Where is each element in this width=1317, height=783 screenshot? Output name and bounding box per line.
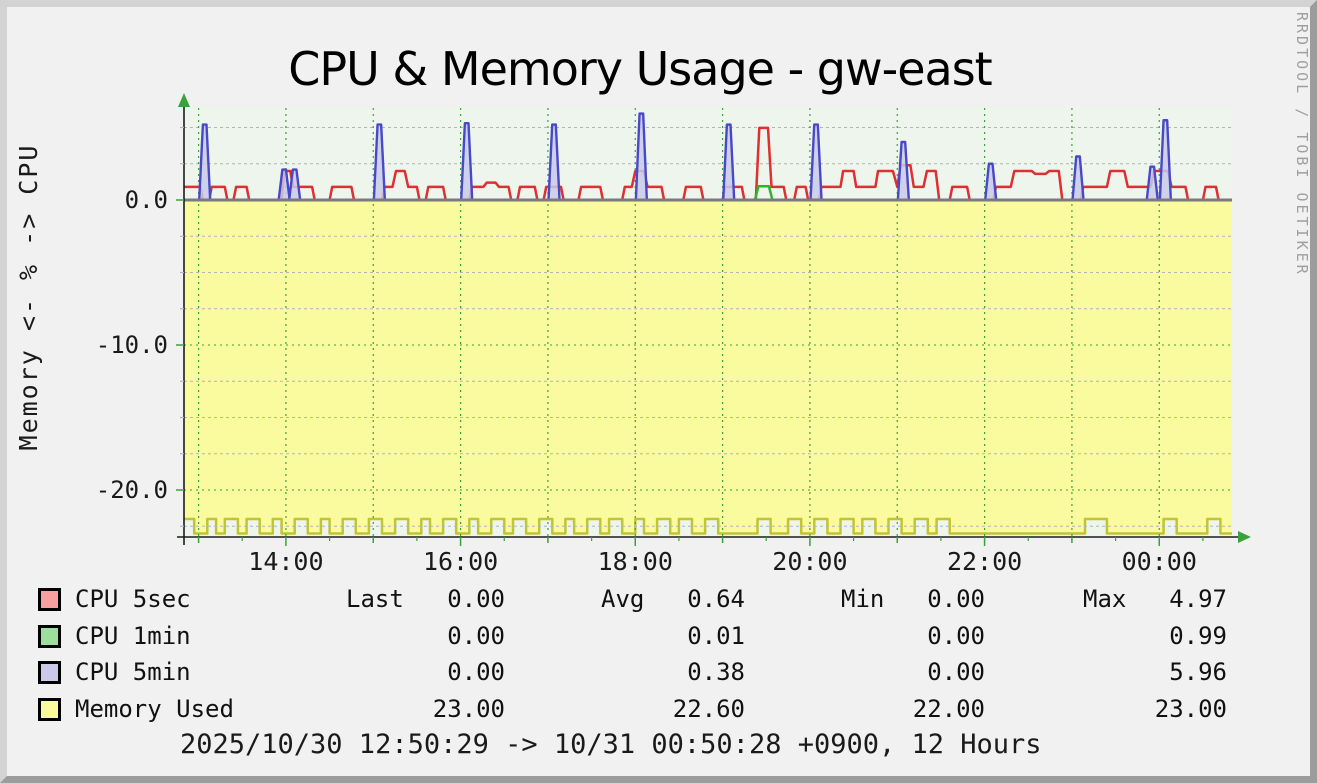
cpu-5min-area xyxy=(723,124,735,200)
x-axis-arrow xyxy=(1238,531,1251,543)
cpu-5min-area xyxy=(897,142,909,200)
cpu-5min-line xyxy=(1071,155,1085,201)
cpu-5min-area xyxy=(985,163,997,200)
cpu-5min-area xyxy=(1159,120,1171,200)
cpu-5min-line xyxy=(1145,165,1159,201)
x-tick-label: 00:00 xyxy=(1122,547,1197,576)
y-tick-label: -10.0 xyxy=(96,331,168,359)
legend-stat-value: 4.97 xyxy=(1169,585,1227,613)
x-tick-label: 18:00 xyxy=(598,547,673,576)
legend-stat-value: 0.99 xyxy=(1169,621,1227,650)
legend-row: CPU 5min 0.00 0.38 0.00 5.96 xyxy=(0,658,1317,690)
x-tick-label: 22:00 xyxy=(947,547,1022,576)
legend-swatch xyxy=(38,588,61,611)
plot-area: 14:00 16:00 18:00 20:00 22:00 00:00 0.0 -10.0 -2… xyxy=(96,93,1251,576)
x-tick-label: 14:00 xyxy=(248,547,323,576)
cpu-5min-area xyxy=(373,124,385,200)
legend-series-name: CPU 5sec xyxy=(75,585,191,613)
cpu-5min-line xyxy=(547,123,561,201)
legend-series-name: CPU 5min xyxy=(75,658,191,686)
legend-row: CPU 1min 0.00 0.01 0.00 0.99 xyxy=(0,622,1317,654)
legend-row: CPU 5sec Last 0.00 Avg 0.64 Min 0.00 Max 4.97 xyxy=(0,585,1317,617)
legend-stat-value: 0.00 xyxy=(447,585,505,613)
legend-stat-value: 0.38 xyxy=(687,658,745,686)
cpu-5min-line xyxy=(634,112,649,201)
x-tick-label: 16:00 xyxy=(423,547,498,576)
legend-swatch xyxy=(38,624,61,648)
cpu-5min-line xyxy=(896,140,911,201)
cpu-5min-line xyxy=(372,123,387,201)
legend: CPU 5sec Last 0.00 Avg 0.64 Min 0.00 Max 4.97 CPU… xyxy=(0,585,1317,735)
time-range-footer: 2025/10/30 12:50:29 -> 10/31 00:50:28 +0… xyxy=(180,729,1042,760)
legend-stat-value: 0.00 xyxy=(927,585,985,613)
cpu-5min-line xyxy=(984,162,998,201)
rrdtool-watermark: RRDTOOL / TOBI OETIKER xyxy=(1293,12,1311,277)
cpu-5min-area xyxy=(1146,166,1158,200)
legend-series-name: Memory Used xyxy=(75,694,234,723)
legend-stat-header: Max xyxy=(1083,585,1127,613)
cpu-5min-area xyxy=(461,123,473,200)
memory-area xyxy=(183,200,1233,534)
cpu-5min-line xyxy=(721,123,736,201)
chart-title: CPU & Memory Usage - gw-east xyxy=(288,42,992,96)
cpu-5min-line xyxy=(287,168,302,201)
cpu-5min-line xyxy=(809,123,823,201)
cpu-5min-line xyxy=(197,123,212,201)
cpu-5min-line xyxy=(1158,119,1173,201)
legend-stat-value: 23.00 xyxy=(432,694,505,723)
legend-stat-value: 22.60 xyxy=(672,694,745,723)
cpu-5min-area xyxy=(1072,156,1084,200)
legend-stat-value: 0.00 xyxy=(447,621,505,650)
legend-stat-value: 22.00 xyxy=(912,694,985,723)
legend-stat-header: Min xyxy=(841,585,885,613)
legend-stat-header: Last xyxy=(346,585,404,613)
legend-stat-value: 0.01 xyxy=(687,621,745,650)
y-axis-arrow xyxy=(178,93,190,107)
legend-stat-value: 23.00 xyxy=(1154,694,1227,723)
cpu-5min-line xyxy=(459,121,474,201)
cpu-5min-area xyxy=(548,124,560,200)
y-tick-label: -20.0 xyxy=(96,476,168,504)
legend-row: Memory Used 23.00 22.60 22.00 23.00 xyxy=(0,695,1317,727)
x-tick-label: 20:00 xyxy=(772,547,847,576)
cpu-5min-line xyxy=(277,168,291,201)
legend-stat-value: 0.00 xyxy=(927,658,985,686)
cpu-5min-area xyxy=(199,124,211,200)
cpu-5min-area xyxy=(810,124,822,200)
cpu-5min-area xyxy=(278,169,290,200)
cpu-5min-area xyxy=(635,113,647,200)
legend-stat-value: 0.00 xyxy=(447,658,505,686)
y-tick-label: 0.0 xyxy=(125,186,168,214)
legend-swatch xyxy=(38,697,61,721)
legend-stat-header: Avg xyxy=(601,585,645,613)
legend-swatch xyxy=(38,661,61,684)
legend-stat-value: 0.64 xyxy=(687,585,745,613)
legend-stat-value: 0.00 xyxy=(927,621,985,650)
legend-series-name: CPU 1min xyxy=(75,621,191,650)
legend-stat-value: 5.96 xyxy=(1169,658,1227,686)
cpu-5min-area xyxy=(289,169,301,200)
